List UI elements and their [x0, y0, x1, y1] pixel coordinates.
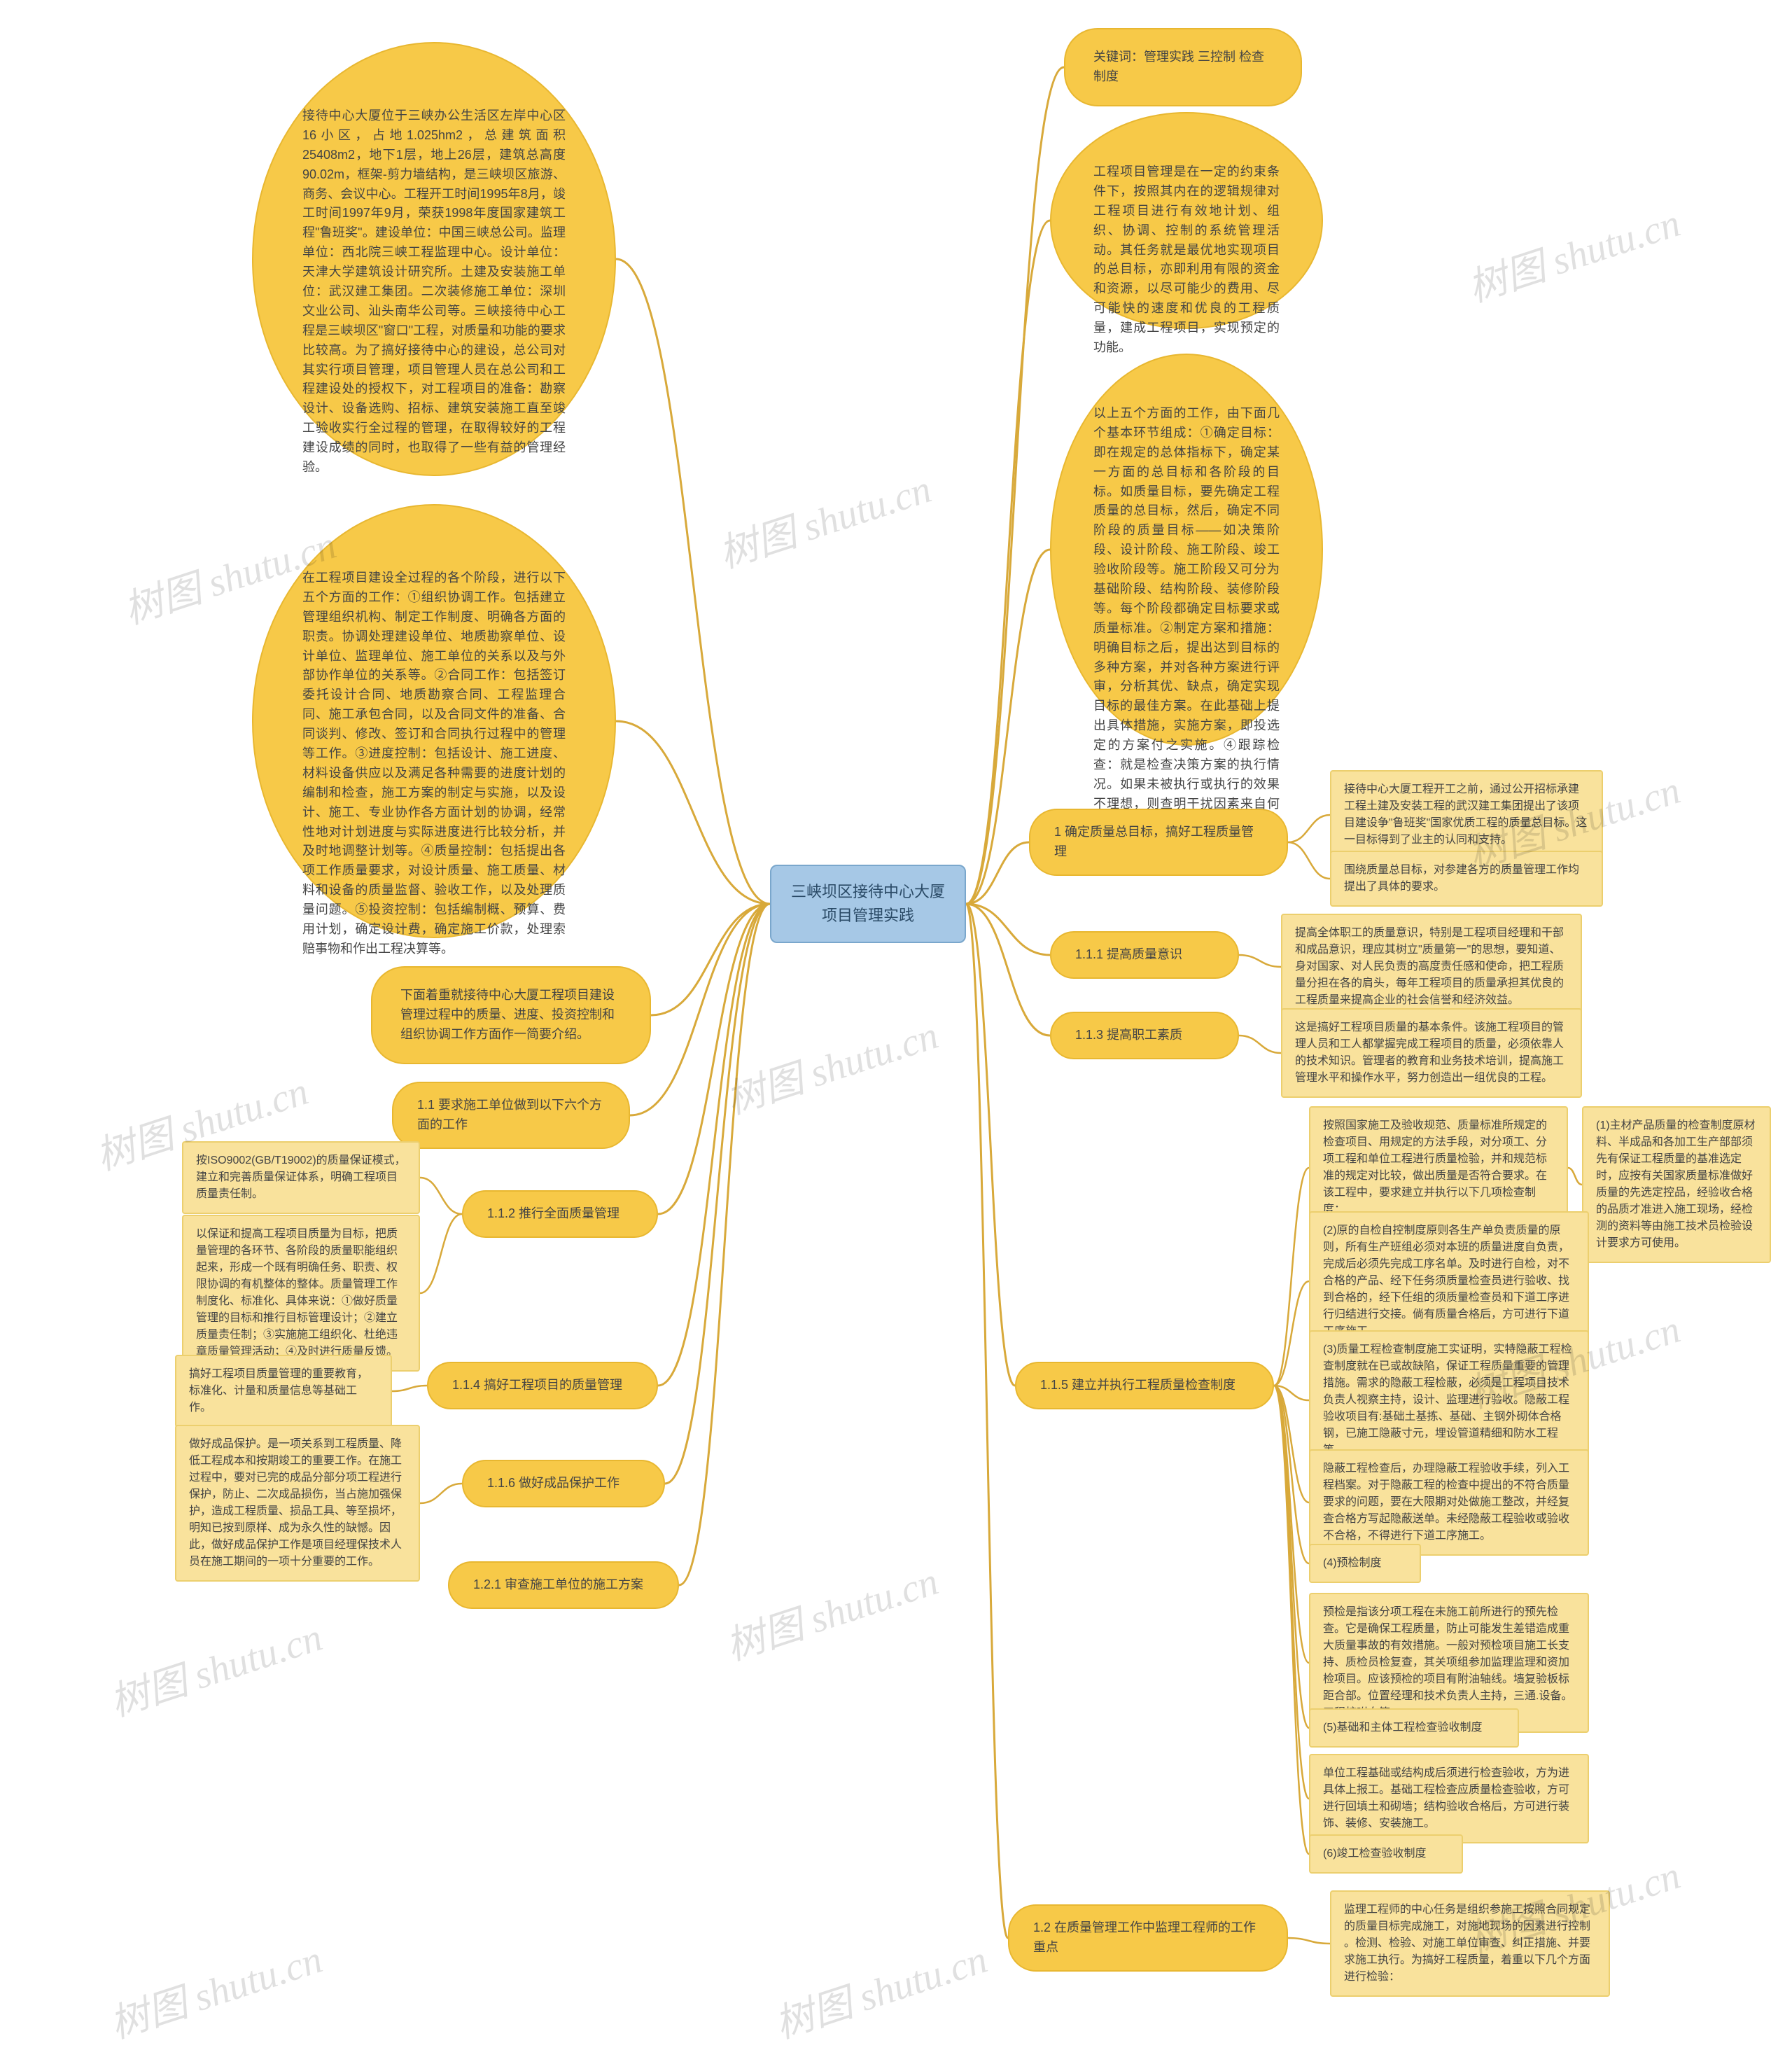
node-R5[interactable]: 1.1.1 提高质量意识 — [1050, 931, 1239, 979]
node-L6[interactable]: 1.1.4 搞好工程项目的质量管理 — [427, 1362, 658, 1409]
node-R8[interactable]: 1.2 在质量管理工作中监理工程师的工作重点 — [1008, 1904, 1288, 1972]
node-R7e[interactable]: (4)预检制度 — [1309, 1544, 1421, 1583]
node-R5a[interactable]: 提高全体职工的质量意识，特别是工程项目经理和干部和成品意识，理应其树立"质量第一… — [1281, 914, 1582, 1020]
watermark: 树图 shutu.cn — [766, 1927, 993, 2049]
node-L5[interactable]: 1.1.2 推行全面质量管理 — [462, 1190, 658, 1238]
node-R1[interactable]: 关键词：管理实践 三控制 检查制度 — [1064, 28, 1302, 106]
node-R4a[interactable]: 接待中心大厦工程开工之前，通过公开招标承建工程土建及安装工程的武汉建工集团提出了… — [1330, 770, 1603, 860]
node-R7a2[interactable]: (1)主材产品质量的检查制度原材料、半成品和各加工生产部部须先有保证工程质量的基… — [1582, 1106, 1771, 1263]
node-L4[interactable]: 1.1 要求施工单位做到以下六个方面的工作 — [392, 1082, 630, 1149]
node-R6a[interactable]: 这是搞好工程项目质量的基本条件。该施工程项目的管理人员和工人都掌握完成工程项目的… — [1281, 1008, 1582, 1098]
node-L5a[interactable]: 按ISO9002(GB/T19002)的质量保证模式，建立和完善质量保证体系，明… — [182, 1141, 420, 1214]
node-L8[interactable]: 1.2.1 审查施工单位的施工方案 — [448, 1561, 679, 1609]
node-R8a[interactable]: 监理工程师的中心任务是组织参施工按照合同规定的质量目标完成施工，对施地现场的因素… — [1330, 1890, 1610, 1997]
node-L2[interactable]: 在工程项目建设全过程的各个阶段，进行以下五个方面的工作：①组织协调工作。包括建立… — [252, 504, 616, 938]
node-L6a[interactable]: 搞好工程项目质量管理的重要教育，标准化、计量和质量信息等基础工作。 — [175, 1355, 392, 1428]
node-L7[interactable]: 1.1.6 做好成品保护工作 — [462, 1460, 665, 1507]
node-R7[interactable]: 1.1.5 建立并执行工程质量检查制度 — [1015, 1362, 1274, 1409]
node-R4b[interactable]: 围绕质量总目标，对参建各方的质量管理工作均提出了具体的要求。 — [1330, 851, 1603, 907]
node-R4[interactable]: 1 确定质量总目标，搞好工程质量管理 — [1029, 809, 1288, 876]
node-R6[interactable]: 1.1.3 提高职工素质 — [1050, 1012, 1239, 1059]
node-L3[interactable]: 下面着重就接待中心大厦工程项目建设管理过程中的质量、进度、投资控制和组织协调工作… — [371, 966, 651, 1064]
watermark: 树图 shutu.cn — [718, 1003, 944, 1125]
mindmap-canvas: 三峡坝区接待中心大厦项目管理实践 接待中心大厦位于三峡办公生活区左岸中心区16小区… — [0, 0, 1792, 2032]
node-R7d[interactable]: 隐蔽工程检查后，办理隐蔽工程验收手续，列入工程档案。对于隐蔽工程的检查中提出的不… — [1309, 1449, 1589, 1556]
watermark: 树图 shutu.cn — [102, 1927, 328, 2049]
node-R7h[interactable]: 单位工程基础或结构成后须进行检查验收，方为进具体上报工。基础工程检查应质量检查验… — [1309, 1754, 1589, 1843]
node-L7a[interactable]: 做好成品保护。是一项关系到工程质量、降低工程成本和按期竣工的重要工作。在施工过程… — [175, 1425, 420, 1582]
node-R7g[interactable]: (5)基础和主体工程检查验收制度 — [1309, 1708, 1519, 1748]
node-R3[interactable]: 以上五个方面的工作，由下面几个基本环节组成：①确定目标：即在规定的总体指标下，确… — [1050, 354, 1323, 746]
node-R7i[interactable]: (6)竣工检查验收制度 — [1309, 1834, 1463, 1874]
node-R2[interactable]: 工程项目管理是在一定的约束条件下，按照其内在的逻辑规律对工程项目进行有效地计划、… — [1050, 112, 1323, 329]
node-L1[interactable]: 接待中心大厦位于三峡办公生活区左岸中心区16小区，占地1.025hm2，总建筑面… — [252, 42, 616, 476]
watermark: 树图 shutu.cn — [710, 457, 937, 579]
watermark: 树图 shutu.cn — [718, 1549, 944, 1671]
root-node[interactable]: 三峡坝区接待中心大厦项目管理实践 — [770, 865, 966, 943]
watermark: 树图 shutu.cn — [102, 1605, 328, 1727]
node-L5b[interactable]: 以保证和提高工程项目质量为目标，把质量管理的各环节、各阶段的质量职能组织起来，形… — [182, 1215, 420, 1372]
watermark: 树图 shutu.cn — [1460, 191, 1686, 313]
